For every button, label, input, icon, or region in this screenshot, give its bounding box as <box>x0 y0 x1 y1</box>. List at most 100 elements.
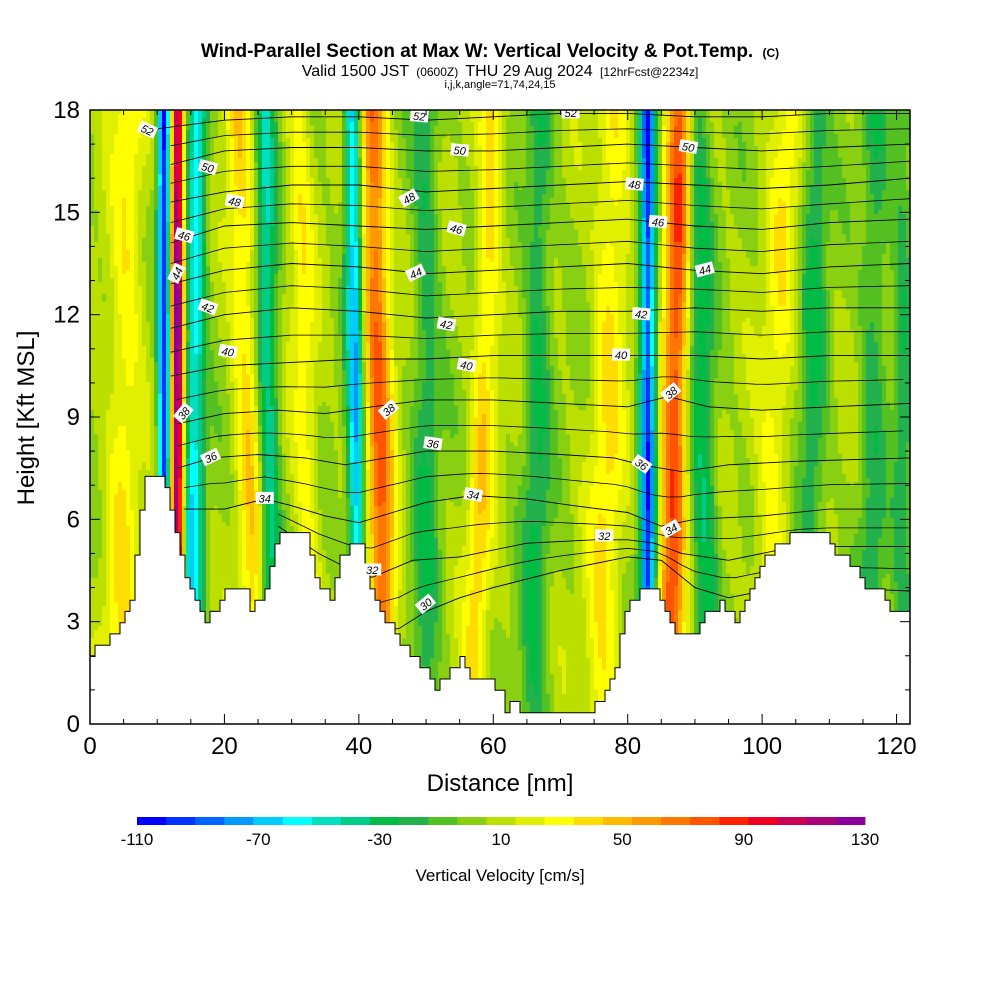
velocity-cell <box>822 146 839 151</box>
velocity-cell <box>770 242 775 247</box>
velocity-cell <box>690 274 695 279</box>
velocity-cell <box>866 202 875 207</box>
velocity-cell <box>390 194 395 199</box>
velocity-cell <box>466 266 475 271</box>
velocity-cell <box>646 178 651 183</box>
velocity-cell <box>478 242 483 247</box>
velocity-cell <box>370 142 379 147</box>
velocity-cell <box>582 258 595 263</box>
velocity-cell <box>210 210 227 215</box>
velocity-cell <box>142 258 155 263</box>
velocity-cell <box>866 190 871 195</box>
velocity-cell <box>226 142 231 147</box>
velocity-cell <box>742 242 759 247</box>
velocity-cell <box>174 174 179 179</box>
velocity-cell <box>186 134 191 139</box>
velocity-cell <box>482 226 487 231</box>
velocity-cell <box>486 134 495 139</box>
velocity-cell <box>438 114 459 119</box>
velocity-cell <box>494 134 499 139</box>
velocity-cell <box>798 118 803 123</box>
velocity-cell <box>898 242 907 247</box>
velocity-cell <box>646 194 651 199</box>
velocity-cell <box>874 134 883 139</box>
velocity-cell <box>694 262 699 267</box>
velocity-cell <box>178 154 183 159</box>
velocity-cell <box>682 174 687 179</box>
velocity-cell <box>198 270 203 275</box>
velocity-cell <box>682 170 687 175</box>
velocity-cell <box>786 270 791 275</box>
velocity-cell <box>506 170 527 175</box>
velocity-cell <box>802 178 807 183</box>
velocity-cell <box>390 118 395 123</box>
velocity-cell <box>794 242 799 247</box>
velocity-cell <box>486 130 495 135</box>
velocity-cell <box>306 210 311 215</box>
velocity-cell <box>278 182 283 187</box>
velocity-cell <box>294 222 303 227</box>
velocity-cell <box>462 130 475 135</box>
velocity-cell <box>178 126 183 131</box>
velocity-cell <box>666 118 671 123</box>
velocity-cell <box>702 174 707 179</box>
velocity-cell <box>802 190 807 195</box>
velocity-cell <box>554 270 563 275</box>
velocity-cell <box>718 178 727 183</box>
velocity-cell <box>474 198 479 203</box>
velocity-cell <box>138 250 143 255</box>
velocity-cell <box>886 114 910 119</box>
velocity-cell <box>798 250 803 255</box>
velocity-cell <box>638 202 643 207</box>
velocity-cell <box>654 110 659 115</box>
velocity-cell <box>414 162 431 167</box>
velocity-cell <box>210 110 219 115</box>
velocity-cell <box>310 222 319 227</box>
velocity-cell <box>422 198 427 203</box>
velocity-cell <box>166 182 171 187</box>
velocity-cell <box>634 166 639 171</box>
velocity-cell <box>150 146 155 151</box>
velocity-cell <box>714 122 723 127</box>
velocity-cell <box>278 150 283 155</box>
velocity-cell <box>578 114 599 119</box>
velocity-cell <box>202 142 207 147</box>
velocity-cell <box>822 190 847 195</box>
velocity-cell <box>382 162 387 167</box>
velocity-cell <box>638 134 643 139</box>
velocity-cell <box>602 158 607 163</box>
velocity-cell <box>654 166 659 171</box>
velocity-cell <box>546 230 579 235</box>
velocity-cell <box>546 250 583 255</box>
velocity-cell <box>822 270 827 275</box>
velocity-cell <box>234 274 247 279</box>
velocity-cell <box>714 130 723 135</box>
velocity-cell <box>690 138 695 143</box>
velocity-cell <box>182 186 187 191</box>
velocity-cell <box>226 122 231 127</box>
velocity-cell <box>274 122 279 127</box>
velocity-cell <box>90 130 103 135</box>
velocity-cell <box>230 186 239 191</box>
subtitle-utc: (0600Z) <box>416 65 458 79</box>
velocity-cell <box>122 206 127 211</box>
velocity-cell <box>662 254 667 259</box>
velocity-cell <box>382 110 387 115</box>
velocity-cell <box>162 198 167 203</box>
velocity-cell <box>278 214 283 219</box>
velocity-cell <box>282 182 287 187</box>
velocity-cell <box>190 218 195 223</box>
velocity-cell <box>126 206 135 211</box>
velocity-cell <box>346 190 351 195</box>
velocity-cell <box>850 206 867 211</box>
velocity-cell <box>166 178 171 183</box>
velocity-cell <box>138 210 147 215</box>
velocity-cell <box>666 122 671 127</box>
velocity-cell <box>274 258 279 263</box>
velocity-cell <box>190 198 195 203</box>
velocity-cell <box>542 270 547 275</box>
velocity-cell <box>430 146 435 151</box>
velocity-cell <box>198 258 203 263</box>
velocity-cell <box>270 134 275 139</box>
velocity-cell <box>790 202 799 207</box>
